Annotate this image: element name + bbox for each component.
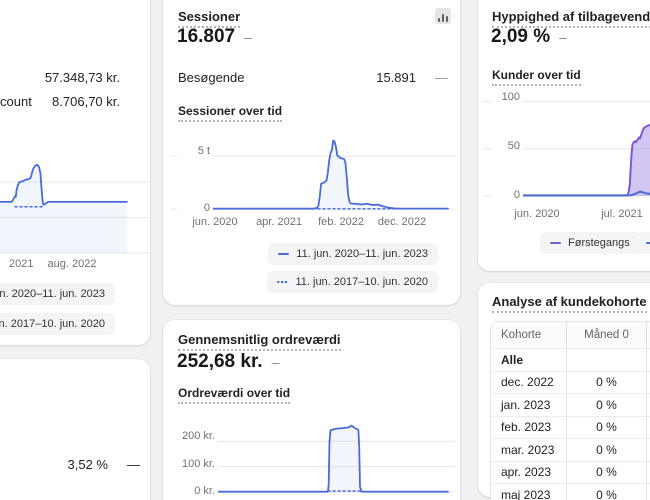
x-tick: jul. 2021 <box>601 208 643 220</box>
y-tick: 100 kr. <box>168 458 218 470</box>
row-value <box>566 349 646 371</box>
sessions-delta: – <box>244 29 252 45</box>
metric-value-2: 8.706,70 kr. <box>52 94 120 109</box>
legend-current-period: 11. jun. 2020–11. jun. 2023 <box>268 243 438 265</box>
legend-label: 11. jun. 2020–11. jun. 2023 <box>0 288 105 300</box>
cohort-table: Kohorte Måned 0 Måned 1 Alle dec. 2022 0… <box>490 321 650 500</box>
row-label: feb. 2023 <box>501 420 552 435</box>
legend-current-period: 11. jun. 2020–11. jun. 2023 <box>0 283 115 305</box>
aov-title[interactable]: Gennemsnitlig ordreværdi <box>178 332 341 352</box>
table-row: feb. 2023 0 % <box>491 415 650 438</box>
solid-line-icon <box>646 242 650 244</box>
col-header-cohort: Kohorte <box>501 329 542 341</box>
row-value <box>646 349 650 371</box>
row-value <box>646 394 650 416</box>
x-tick: jun. 2020 <box>192 216 238 228</box>
legend-previous-period: 11. jun. 2017–10. jun. 2020 <box>267 271 438 293</box>
row-value: 0 % <box>566 439 646 461</box>
sessions-title[interactable]: Sessioner <box>178 9 241 29</box>
x-tick: apr. 2021 <box>256 216 302 228</box>
y-tick: 50 <box>491 140 523 152</box>
row-label: maj 2023 <box>501 487 551 500</box>
x-tick: dec. 2022 <box>377 216 427 228</box>
metric-label-discount: count <box>0 94 32 109</box>
row-label: dec. 2022 <box>501 375 554 390</box>
returning-value-row: 2,09 % – <box>491 26 567 48</box>
table-row: maj 2023 0 % <box>491 483 650 500</box>
bar-chart-icon[interactable] <box>435 8 451 24</box>
y-tick: 0 <box>177 202 213 214</box>
aov-value: 252,68 kr. <box>177 351 263 372</box>
aov-delta: – <box>271 354 280 370</box>
legend-label: 11. jun. 2017–10. jun. 2020 <box>295 276 428 288</box>
col-header-month0: Måned 0 <box>566 322 646 348</box>
row-value <box>646 484 650 500</box>
x-tick: jun. 2020 <box>514 208 560 220</box>
row-value <box>646 371 650 393</box>
legend-label: 11. jun. 2017–10. jun. 2020 <box>0 318 105 330</box>
aov-chart-title[interactable]: Ordreværdi over tid <box>178 386 291 404</box>
row-label: jan. 2023 <box>501 397 551 412</box>
table-row: mar. 2023 0 % <box>491 438 650 461</box>
sessions-line-chart[interactable] <box>170 130 455 215</box>
solid-line-icon <box>550 242 561 244</box>
cohort-title[interactable]: Analyse af kundekohorte <box>492 294 647 314</box>
left-metrics-card: 57.348,73 kr. count 8.706,70 kr. 2021 au… <box>0 0 150 345</box>
visitors-label: Besøgende <box>178 70 245 85</box>
returning-title[interactable]: Hyppighed af tilbagevendende kunder <box>492 9 650 29</box>
visitors-delta: — <box>435 70 448 85</box>
x-tick: feb. 2022 <box>318 216 364 228</box>
returning-value: 2,09 % <box>491 26 551 47</box>
sessions-value: 16.807 <box>177 26 236 47</box>
row-label: apr. 2023 <box>501 465 552 480</box>
row-value <box>646 439 650 461</box>
x-tick: 2021 <box>9 258 34 270</box>
legend-returning <box>636 232 650 254</box>
x-tick: aug. 2022 <box>47 258 97 270</box>
returning-customer-rate-card: Hyppighed af tilbagevendende kunder 2,09… <box>478 0 650 271</box>
y-tick: 200 kr. <box>168 430 218 442</box>
legend-label: 11. jun. 2020–11. jun. 2023 <box>296 248 428 260</box>
table-row: dec. 2022 0 % <box>491 370 650 393</box>
col-header-month1: Måned 1 <box>646 322 650 348</box>
aov-value-row: 252,68 kr. – <box>177 351 279 373</box>
y-tick: 0 kr. <box>168 485 218 497</box>
row-value: 0 % <box>566 394 646 416</box>
left-rate-card: 3,52 % — <box>0 359 150 500</box>
sessions-value-row: 16.807– <box>177 26 252 48</box>
metric-value-1: 57.348,73 kr. <box>44 70 120 85</box>
legend-first-time: Førstegangs <box>540 232 640 254</box>
solid-line-icon <box>278 253 290 255</box>
row-value: 0 % <box>566 484 646 500</box>
row-value: 0 % <box>566 461 646 483</box>
rate-delta: — <box>127 457 140 472</box>
y-tick: 0 <box>491 189 523 201</box>
sessions-chart-title[interactable]: Sessioner over tid <box>178 104 283 122</box>
table-row: jan. 2023 0 % <box>491 393 650 416</box>
table-row: Alle <box>491 348 650 371</box>
row-value <box>646 461 650 483</box>
table-row: apr. 2023 0 % <box>491 460 650 483</box>
row-label: Alle <box>501 352 524 367</box>
visitors-value: 15.891 <box>376 70 416 85</box>
row-label: mar. 2023 <box>501 442 555 457</box>
y-tick: 100 <box>491 91 523 103</box>
rate-value: 3,52 % <box>67 457 108 472</box>
legend-previous-period: 11. jun. 2017–10. jun. 2020 <box>0 313 115 335</box>
cohort-analysis-card: Analyse af kundekohorte Kohorte Måned 0 … <box>478 283 650 500</box>
dotted-line-icon <box>277 281 289 283</box>
left-line-chart[interactable] <box>0 150 150 260</box>
returning-delta: – <box>559 29 567 45</box>
y-tick: 5 t <box>177 145 213 157</box>
returning-chart-title[interactable]: Kunder over tid <box>492 68 581 86</box>
row-value: 0 % <box>566 416 646 438</box>
row-value <box>646 416 650 438</box>
table-header-row: Kohorte Måned 0 Måned 1 <box>491 322 650 348</box>
sessions-card: Sessioner 16.807– Besøgende 15.891 — Ses… <box>163 0 460 305</box>
row-value: 0 % <box>566 371 646 393</box>
average-order-value-card: Gennemsnitlig ordreværdi 252,68 kr. – Ord… <box>163 320 460 500</box>
legend-label: Førstegangs <box>568 237 630 249</box>
